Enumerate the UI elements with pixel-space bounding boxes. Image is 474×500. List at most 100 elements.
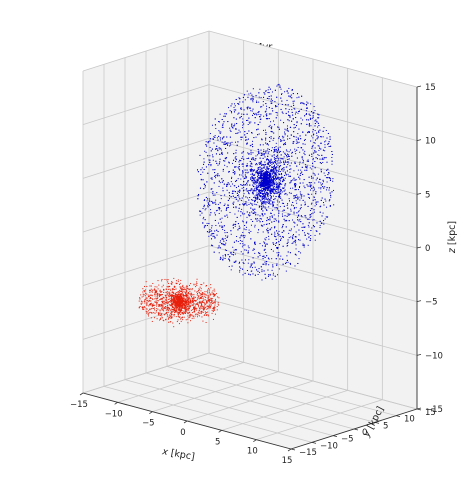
scatter-point <box>243 184 245 186</box>
scatter-point <box>260 195 262 197</box>
scatter-point <box>323 202 325 204</box>
scatter-point <box>267 89 269 91</box>
x-tick <box>149 411 153 414</box>
scatter-point <box>177 319 179 321</box>
scatter-point <box>191 301 193 303</box>
scatter-point <box>261 202 263 204</box>
scatter-point <box>306 184 308 186</box>
scatter-point <box>202 222 204 224</box>
scatter-point <box>285 173 287 175</box>
scatter-point <box>231 112 233 114</box>
scatter-point <box>272 264 274 266</box>
scatter-point <box>280 161 282 163</box>
scatter-point <box>296 140 298 142</box>
scatter-point <box>164 303 166 305</box>
scatter-point <box>172 294 174 296</box>
scatter-point <box>255 163 257 165</box>
scatter-point <box>318 154 320 156</box>
scatter-point <box>269 171 271 173</box>
scatter-point <box>277 201 279 203</box>
scatter-point <box>278 176 280 178</box>
scatter-point <box>263 189 265 191</box>
scatter-point <box>275 186 277 188</box>
scatter-point <box>231 103 233 105</box>
scatter-point <box>252 191 254 193</box>
scatter-point <box>251 175 253 177</box>
scatter-point <box>260 180 262 182</box>
scatter-point <box>231 141 233 143</box>
scatter-point <box>307 160 309 162</box>
scatter-point <box>149 304 151 306</box>
scatter-point <box>208 235 210 237</box>
scatter-point <box>233 223 235 225</box>
scatter-point <box>249 145 251 147</box>
scatter-point <box>264 182 266 184</box>
scatter-point <box>305 166 307 168</box>
scatter-point <box>262 179 264 181</box>
scatter-point <box>290 134 292 136</box>
scatter-point <box>251 97 253 99</box>
scatter-point <box>233 249 235 251</box>
scatter-point <box>331 153 333 155</box>
scatter-point <box>212 245 214 247</box>
scatter-point <box>315 151 317 153</box>
scatter-point <box>204 293 206 295</box>
scatter-point <box>265 139 267 141</box>
scatter-point <box>253 178 255 180</box>
scatter-point <box>269 165 271 167</box>
scatter-point <box>267 269 269 271</box>
scatter-point <box>265 90 267 92</box>
scatter-point <box>282 178 284 180</box>
x-tick <box>79 392 84 396</box>
scatter-point <box>240 267 242 269</box>
scatter-point <box>268 174 270 176</box>
scatter-point <box>203 184 205 186</box>
scatter-point <box>258 189 260 191</box>
scatter-point <box>254 201 256 203</box>
scatter-point <box>323 172 325 174</box>
scatter-point <box>233 106 235 108</box>
scatter-point <box>250 169 252 171</box>
scatter-point <box>272 266 274 268</box>
scatter-point <box>264 213 266 215</box>
scatter-point <box>280 237 282 239</box>
scatter-point <box>233 117 235 119</box>
scatter-point <box>265 159 267 161</box>
scatter-point <box>232 224 234 226</box>
scatter-point <box>305 166 307 168</box>
scatter-point <box>237 103 239 105</box>
scatter-point <box>270 176 272 178</box>
scatter-point <box>293 124 295 126</box>
scatter-point <box>294 183 296 185</box>
scatter-point <box>270 102 272 104</box>
scatter-point <box>254 117 256 119</box>
scatter-point <box>289 213 291 215</box>
scatter-point <box>249 184 251 186</box>
scatter-point <box>225 255 227 257</box>
z-tick-label: 5 <box>425 190 430 200</box>
scatter-point <box>256 179 258 181</box>
scatter-point <box>272 184 274 186</box>
scatter-point <box>272 166 274 168</box>
scatter-point <box>231 253 233 255</box>
scatter-point <box>270 159 272 161</box>
scatter-point <box>304 138 306 140</box>
scatter-point <box>276 204 278 206</box>
scatter-point <box>279 150 281 152</box>
scatter-point <box>282 210 284 212</box>
scatter-point <box>255 164 257 166</box>
scatter-point <box>267 197 269 199</box>
scatter-point <box>179 294 181 296</box>
axis-panes <box>83 31 417 449</box>
scatter-point <box>163 307 165 309</box>
scatter-point <box>262 104 264 106</box>
scatter-point <box>223 183 225 185</box>
z-tick-label: 15 <box>425 83 436 93</box>
scatter-point <box>317 173 319 175</box>
scatter-point <box>258 193 260 195</box>
scatter-point <box>223 115 225 117</box>
scatter-point <box>262 190 264 192</box>
y-tick <box>353 428 359 431</box>
scatter-point <box>268 98 270 100</box>
scatter-point <box>260 266 262 268</box>
